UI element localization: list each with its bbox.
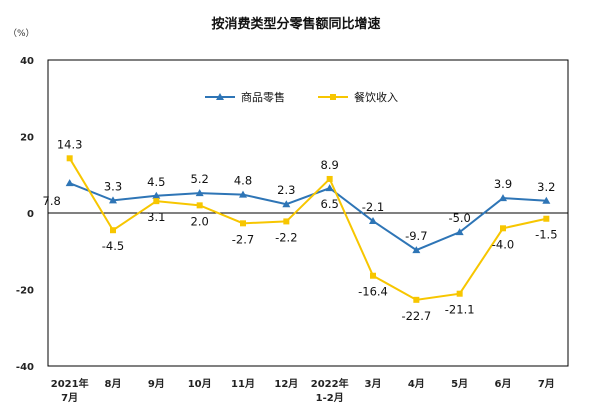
x-tick-label: 7月: [61, 392, 78, 404]
x-tick-label: 3月: [365, 378, 382, 390]
data-point-marker: [499, 194, 507, 202]
data-label: -2.2: [275, 230, 297, 244]
x-tick-label: 7月: [538, 378, 555, 390]
data-point-marker: [455, 228, 464, 236]
data-label: 7.8: [43, 194, 61, 208]
data-label: -4.0: [492, 237, 514, 251]
data-point-marker: [240, 220, 246, 227]
data-point-marker: [110, 227, 116, 234]
x-tick-label: 5月: [451, 378, 468, 390]
data-point-marker: [216, 93, 224, 100]
x-tick-label: 4月: [408, 378, 425, 390]
data-point-marker: [369, 217, 377, 225]
x-tick-label: 10月: [188, 378, 212, 390]
data-label: 2.3: [277, 183, 295, 197]
x-tick-label: 9月: [148, 378, 165, 390]
data-label: -2.1: [362, 200, 384, 214]
data-label: 2.0: [191, 214, 209, 228]
data-labels: 7.8 14.3 3.3 -4.5 4.5 3.1 5.2 2.0 4.8 -2.7 2.3 -2.2…: [43, 137, 558, 323]
chart-title: 按消费类型分零售额同比增速: [211, 16, 380, 32]
data-label: 3.3: [104, 179, 122, 193]
data-label: 3.2: [537, 180, 555, 194]
data-point-marker: [325, 184, 334, 192]
y-tick-label: 0: [27, 209, 34, 220]
y-unit-label: （%）: [8, 28, 35, 39]
data-point-marker: [413, 296, 420, 303]
y-tick-label: -20: [16, 286, 34, 297]
y-tick-label: 20: [20, 133, 34, 144]
data-point-marker: [282, 200, 291, 208]
series-line: [69, 182, 547, 252]
axes: 40 20 0 -20 -40 2021年 7月 8月 9月 10月 11月 12月 2022年 1-2月…: [16, 56, 569, 404]
data-label: -9.7: [405, 229, 427, 243]
x-tick-label: 1-2月: [316, 392, 344, 404]
x-tick-label: 6月: [495, 378, 512, 390]
data-point-marker: [153, 198, 160, 205]
data-point-marker: [542, 196, 551, 204]
data-label: -22.7: [401, 309, 431, 323]
data-label: 5.2: [191, 172, 209, 186]
data-point-marker: [370, 272, 376, 279]
data-point-marker: [152, 191, 161, 199]
data-label: -1.5: [535, 228, 557, 242]
data-label: 4.8: [234, 174, 252, 188]
data-label: -16.4: [358, 285, 388, 299]
series-layer: [65, 155, 551, 303]
data-point-marker: [195, 189, 204, 197]
data-label: -4.5: [102, 239, 124, 253]
data-point-marker: [326, 175, 333, 182]
series-0: [65, 179, 551, 254]
data-point-marker: [109, 196, 117, 204]
data-point-marker: [283, 218, 290, 225]
y-tick-label: 40: [20, 56, 34, 67]
legend-item-1: 餐饮收入: [318, 90, 398, 104]
x-tick-label: 11月: [231, 378, 255, 390]
series-line: [68, 157, 547, 301]
data-point-marker: [196, 202, 203, 209]
x-tick-label: 2022年: [311, 377, 349, 390]
data-label: 14.3: [57, 137, 83, 151]
legend-label: 餐饮收入: [354, 90, 398, 104]
data-point-marker: [543, 215, 550, 222]
data-point-marker: [239, 190, 247, 198]
x-tick-label: 12月: [274, 378, 298, 390]
data-point-marker: [330, 94, 336, 100]
data-label: 4.5: [147, 175, 165, 189]
data-point-marker: [66, 155, 73, 162]
data-label: -5.0: [448, 211, 470, 225]
legend-item-0: 商品零售: [205, 90, 285, 104]
data-point-marker: [500, 225, 506, 232]
x-tick-label: 8月: [105, 378, 122, 390]
data-label: -21.1: [445, 303, 475, 317]
y-tick-label: -40: [16, 362, 34, 373]
data-label: 3.1: [147, 210, 165, 224]
legend: 商品零售 餐饮收入: [205, 90, 398, 104]
data-label: -2.7: [232, 232, 254, 246]
data-label: 3.9: [494, 177, 512, 191]
data-point-marker: [412, 246, 421, 254]
data-point-marker: [65, 179, 74, 187]
series-1: [66, 155, 550, 303]
data-label: 8.9: [321, 158, 339, 172]
x-tick-label: 2021年: [51, 377, 89, 390]
legend-label: 商品零售: [241, 90, 285, 104]
data-label: 6.5: [321, 197, 339, 211]
data-point-marker: [456, 290, 463, 297]
